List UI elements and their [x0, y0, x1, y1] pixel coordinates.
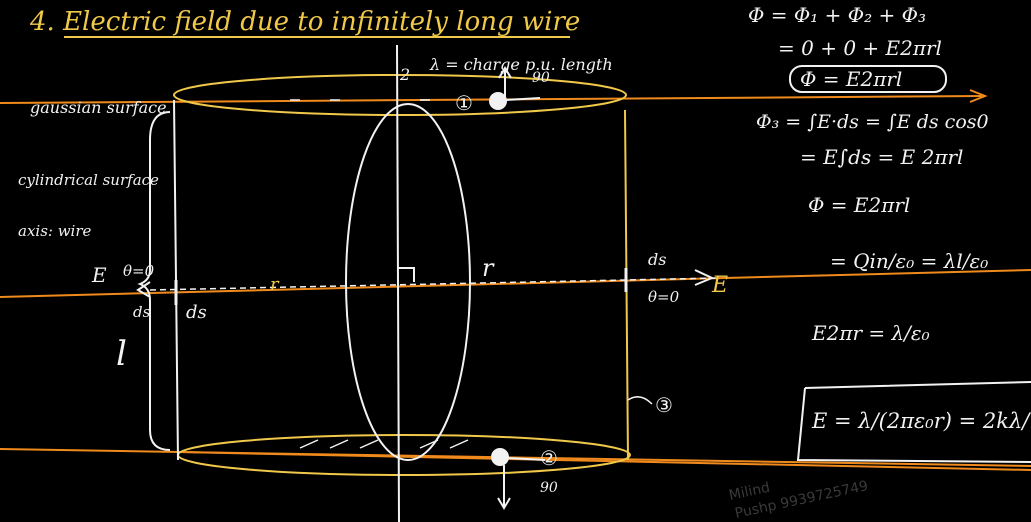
equation-5: = E∫ds = E 2πrl: [800, 145, 963, 169]
left-ds-label-1: ds: [133, 303, 151, 321]
right-ds-label: ds: [648, 250, 666, 269]
left-theta-label: θ=0: [123, 262, 155, 280]
label-2-top: 2: [399, 65, 410, 84]
left-ds-label-2: ds: [186, 302, 207, 323]
label-3: ③: [655, 393, 673, 417]
bottom-ds-dot: [491, 448, 509, 466]
label-2: ②: [540, 446, 558, 470]
equation-4: Φ₃ = ∫E·ds = ∫E ds cos0: [756, 111, 989, 133]
equation-1: Φ = Φ₁ + Φ₂ + Φ₃: [748, 3, 926, 27]
label-3-squiggle: [628, 397, 652, 404]
wire-axis: [397, 45, 399, 522]
lambda-definition: λ = charge p.u. length: [429, 55, 613, 74]
right-theta-label: θ=0: [648, 288, 680, 306]
right-angle-mark: [398, 268, 414, 282]
label-1: ①: [455, 91, 473, 115]
equation-6: Φ = E2πrl: [808, 193, 910, 217]
radius-label-2: r: [482, 254, 495, 282]
axis-label: axis: wire: [18, 222, 92, 240]
board-title: 4. Electric field due to infinitely long…: [29, 7, 580, 37]
length-brace: [140, 112, 170, 450]
right-E-arrow: [695, 270, 712, 285]
cylindrical-label: cylindrical surface: [18, 171, 159, 189]
equation-2: = 0 + 0 + E2πrl: [778, 36, 942, 60]
radius-label: r: [270, 274, 280, 295]
gaussian-label: gaussian surface: [30, 98, 167, 117]
radius-line: [150, 278, 720, 290]
top-angle-label: 90: [532, 70, 550, 86]
equation-9: E = λ/(2πε₀r) = 2kλ/r: [811, 409, 1031, 433]
equation-7: = Qin/ε₀ = λl/ε₀: [830, 249, 988, 273]
cross-section-ellipse: [346, 104, 470, 460]
left-E-label: E: [91, 263, 107, 287]
right-E-label: E: [711, 273, 728, 298]
middle-field-line: [0, 270, 1031, 297]
bottom-angle-label: 90: [540, 480, 558, 496]
equation-3: Φ = E2πrl: [800, 67, 902, 91]
equation-8: E2πr = λ/ε₀: [811, 321, 930, 345]
length-label: l: [116, 334, 127, 374]
